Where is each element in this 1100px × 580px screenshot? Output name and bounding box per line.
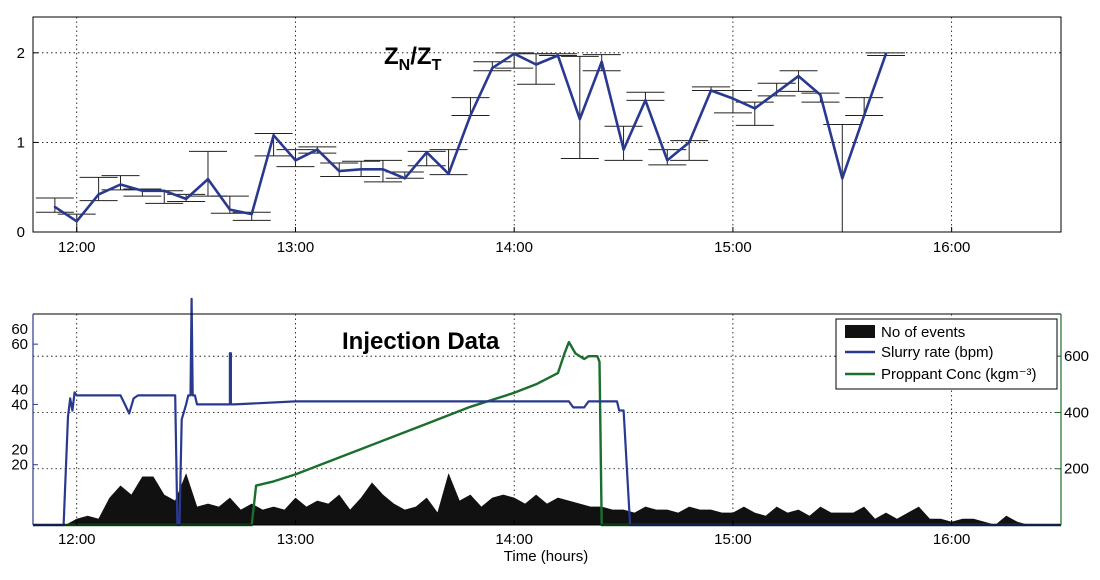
- zn-zt-point: [622, 148, 625, 151]
- zn-zt-error-bar: [276, 149, 315, 168]
- zn-zt-point: [556, 54, 560, 57]
- zn-zt-point: [600, 60, 603, 63]
- legend-events-swatch: [845, 325, 875, 338]
- zn-zt-point: [534, 63, 538, 66]
- zn-zt-point: [163, 189, 166, 192]
- zn-zt-x-tick-label: 12:00: [58, 239, 96, 256]
- left-y-tick-label: 60: [11, 336, 28, 353]
- injection-grid: [33, 314, 1061, 525]
- zn-zt-point: [578, 117, 582, 121]
- zn-zt-y-tick-label: 0: [17, 224, 25, 241]
- zn-zt-point: [797, 74, 800, 78]
- zn-zt-point: [512, 52, 516, 55]
- zn-zt-point: [206, 177, 210, 181]
- legend-events-label: No of events: [881, 324, 965, 341]
- injection-x-tick-label: 15:00: [714, 531, 752, 548]
- right-y-tick-label: 200: [1064, 461, 1089, 478]
- zn-zt-x-tick-label: 13:00: [277, 239, 315, 256]
- zn-zt-y-tick-label: 1: [17, 134, 25, 151]
- zn-zt-error-bar: [363, 159, 402, 183]
- zn-zt-point: [687, 141, 691, 144]
- events-area-fill: [33, 473, 1029, 526]
- zn-zt-point: [862, 114, 866, 117]
- zn-zt-error-bar: [79, 176, 118, 202]
- zn-zt-error-bar: [713, 89, 752, 114]
- injection-x-tick-label: 16:00: [933, 531, 971, 548]
- zn-zt-point: [644, 99, 647, 102]
- injection-x-tick-label: 12:00: [58, 531, 96, 548]
- zn-zt-point: [316, 148, 319, 151]
- zn-zt-ticks: 12:00 13:00 14:00 15:00 16:00 0 1 2: [17, 45, 971, 256]
- right-y-tick-label: 600: [1064, 348, 1089, 365]
- left-y-tick-label-secondary: 60: [11, 321, 28, 338]
- zn-zt-plot-frame: [32, 16, 1062, 233]
- left-y-tick-label: 40: [11, 396, 28, 413]
- injection-plot-frame: [32, 313, 1062, 526]
- events-area: [33, 473, 1029, 526]
- injection-panel: 12:00 13:00 14:00 15:00 16:00 20 40 60 20 40 60 200…: [11, 297, 1089, 565]
- zn-zt-point: [97, 193, 100, 196]
- zn-zt-point: [753, 107, 756, 110]
- zn-zt-point: [141, 189, 144, 192]
- zn-zt-error-bar: [604, 125, 643, 161]
- zn-zt-point: [294, 159, 297, 162]
- left-y-tick-label-secondary: 20: [11, 442, 28, 459]
- zn-zt-point: [359, 168, 363, 171]
- zn-zt-point: [709, 89, 713, 92]
- zn-zt-point: [272, 134, 275, 137]
- zn-zt-point: [184, 197, 188, 201]
- zn-zt-point: [119, 183, 122, 186]
- legend: No of events Slurry rate (bpm) Proppant …: [835, 318, 1058, 390]
- x-axis-label: Time (hours): [504, 548, 588, 565]
- left-y-tick-label: 20: [11, 457, 28, 474]
- zn-zt-x-tick-label: 16:00: [933, 239, 971, 256]
- zn-zt-x-tick-label: 14:00: [495, 239, 533, 256]
- zn-zt-point: [75, 220, 78, 223]
- zn-zt-point: [841, 177, 844, 180]
- zn-zt-error-bar: [35, 197, 74, 213]
- legend-slurry-label: Slurry rate (bpm): [881, 344, 994, 361]
- zn-zt-point: [884, 52, 888, 55]
- proppant-series-line: [33, 340, 1061, 527]
- zn-zt-error-bar: [560, 55, 599, 160]
- zn-zt-x-tick-label: 15:00: [714, 239, 752, 256]
- zn-zt-point: [447, 172, 450, 175]
- zn-zt-point: [731, 97, 735, 100]
- zn-zt-point: [228, 208, 232, 211]
- legend-proppant-label: Proppant Conc (kgm⁻³): [881, 366, 1036, 383]
- zn-zt-point: [403, 177, 407, 180]
- zn-zt-title: ZN/ZT: [384, 43, 442, 74]
- injection-ticks: 12:00 13:00 14:00 15:00 16:00 20 40 60 20 40 60 200…: [11, 321, 1089, 548]
- zn-zt-point: [469, 114, 472, 117]
- slurry-series-line: [33, 297, 1061, 527]
- zn-zt-error-bar: [779, 70, 818, 92]
- injection-x-tick-label: 14:00: [495, 531, 533, 548]
- slurry-line: [33, 297, 1061, 527]
- right-y-tick-label: 400: [1064, 404, 1089, 421]
- proppant-line: [33, 340, 1061, 527]
- zn-zt-point: [250, 212, 253, 216]
- zn-zt-point: [491, 66, 494, 70]
- left-y-tick-label-secondary: 40: [11, 381, 28, 398]
- injection-title: Injection Data: [342, 328, 500, 355]
- zn-zt-point: [338, 169, 341, 173]
- zn-zt-panel: 12:00 13:00 14:00 15:00 16:00 0 1 2 ZN/ZT: [17, 16, 1062, 256]
- zn-zt-point: [775, 91, 778, 94]
- zn-zt-point: [819, 93, 822, 97]
- injection-x-tick-label: 13:00: [277, 531, 315, 548]
- zn-zt-grid: [33, 17, 1061, 232]
- zn-zt-point: [381, 168, 385, 171]
- zn-zt-point: [425, 151, 428, 154]
- zn-zt-y-tick-label: 2: [17, 45, 25, 62]
- zn-zt-line: [53, 52, 888, 223]
- zn-zt-point: [53, 205, 57, 209]
- zn-zt-point: [666, 159, 669, 162]
